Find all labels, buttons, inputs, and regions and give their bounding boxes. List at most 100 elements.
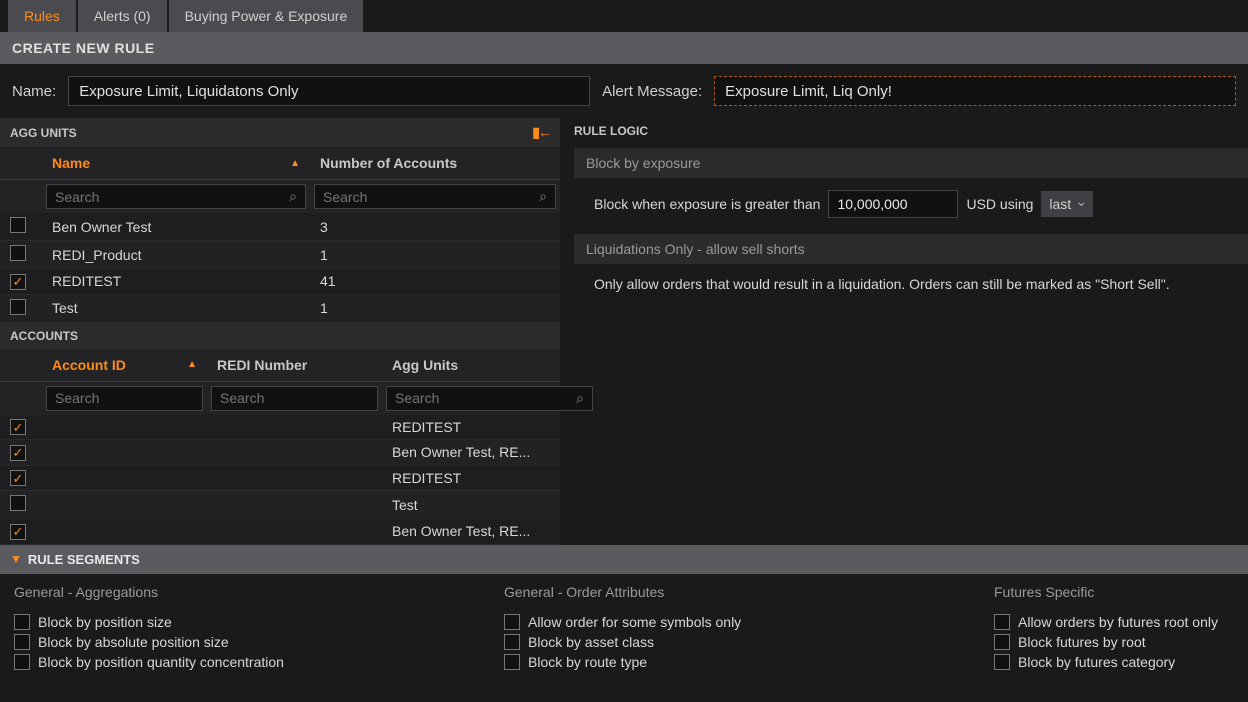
- block-by-exposure-body: Block when exposure is greater than USD …: [574, 178, 1248, 230]
- agg-num-cell: 41: [310, 269, 560, 293]
- agg-name-cell: Ben Owner Test: [42, 215, 310, 239]
- exposure-text-after: USD using: [966, 196, 1033, 212]
- acc-col-agg[interactable]: Agg Units: [382, 349, 560, 381]
- agg-name-search[interactable]: ⌕: [46, 184, 306, 209]
- segment-checkbox[interactable]: [504, 614, 520, 630]
- rule-name-row: Name: Alert Message:: [0, 64, 1248, 118]
- table-row[interactable]: Ben Owner Test3: [0, 213, 560, 241]
- acc-redi-search-input[interactable]: [220, 390, 401, 406]
- row-checkbox[interactable]: [10, 495, 26, 511]
- agg-units-body: Ben Owner Test3REDI_Product1REDITEST41Te…: [0, 213, 560, 323]
- segment-item[interactable]: Block futures by root: [994, 634, 1218, 650]
- table-row[interactable]: REDITEST41: [0, 269, 560, 295]
- collapse-icon[interactable]: ▮←: [532, 124, 550, 141]
- segment-title: General - Aggregations: [14, 584, 464, 600]
- segment-item[interactable]: Block by route type: [504, 654, 954, 670]
- table-row[interactable]: REDITEST: [0, 466, 560, 492]
- segment-item[interactable]: Block by position size: [14, 614, 464, 630]
- agg-name-cell: REDITEST: [42, 269, 310, 293]
- segment-column: Futures Specific Allow orders by futures …: [994, 584, 1218, 670]
- acc-redi-cell: [207, 474, 382, 482]
- segment-checkbox[interactable]: [994, 634, 1010, 650]
- rule-name-input[interactable]: [68, 76, 590, 106]
- search-icon: ⌕: [539, 188, 547, 205]
- agg-units-title: AGG UNITS: [10, 126, 77, 140]
- accounts-grid-header: Account ID▲ REDI Number Agg Units: [0, 349, 560, 382]
- acc-redi-cell: [207, 527, 382, 535]
- agg-num-cell: 1: [310, 296, 560, 320]
- acc-agg-search-input[interactable]: [395, 390, 576, 406]
- table-row[interactable]: Test1: [0, 295, 560, 323]
- segment-checkbox[interactable]: [504, 654, 520, 670]
- segment-checkbox[interactable]: [14, 614, 30, 630]
- segment-checkbox[interactable]: [14, 634, 30, 650]
- segment-checkbox[interactable]: [14, 654, 30, 670]
- rule-segments-body: General - Aggregations Block by position …: [0, 574, 1248, 680]
- acc-col-redi[interactable]: REDI Number: [207, 349, 382, 381]
- search-icon: ⌕: [289, 188, 297, 205]
- block-by-exposure-header: Block by exposure: [574, 148, 1248, 178]
- row-checkbox[interactable]: [10, 245, 26, 261]
- agg-num-cell: 1: [310, 243, 560, 267]
- row-checkbox[interactable]: [10, 274, 26, 290]
- row-checkbox[interactable]: [10, 299, 26, 315]
- segment-item[interactable]: Allow orders by futures root only: [994, 614, 1218, 630]
- exposure-text-before: Block when exposure is greater than: [594, 196, 820, 212]
- row-checkbox[interactable]: [10, 470, 26, 486]
- segment-checkbox[interactable]: [504, 634, 520, 650]
- rule-segments-header[interactable]: ▼ RULE SEGMENTS: [0, 545, 1248, 574]
- acc-id-search-input[interactable]: [55, 390, 236, 406]
- tab-alerts[interactable]: Alerts (0): [78, 0, 167, 32]
- accounts-title: ACCOUNTS: [10, 329, 78, 343]
- acc-agg-cell: Test: [382, 493, 560, 517]
- agg-name-cell: Test: [42, 296, 310, 320]
- accounts-search-row: ⌕ ⌕ ⌕: [0, 382, 560, 415]
- exposure-using-select[interactable]: last: [1041, 191, 1093, 217]
- agg-col-number[interactable]: Number of Accounts: [310, 147, 560, 179]
- segment-item[interactable]: Block by position quantity concentration: [14, 654, 464, 670]
- table-row[interactable]: Test: [0, 491, 560, 519]
- acc-id-search[interactable]: ⌕: [46, 386, 203, 411]
- tab-rules[interactable]: Rules: [8, 0, 76, 32]
- rule-segments-title: RULE SEGMENTS: [28, 552, 140, 567]
- agg-units-grid-header: Name▲ Number of Accounts: [0, 147, 560, 180]
- row-checkbox[interactable]: [10, 419, 26, 435]
- segment-item-label: Block by futures category: [1018, 654, 1175, 670]
- acc-id-cell: [42, 448, 207, 456]
- row-checkbox[interactable]: [10, 217, 26, 233]
- segment-item[interactable]: Block by asset class: [504, 634, 954, 650]
- table-row[interactable]: Ben Owner Test, RE...: [0, 440, 560, 466]
- table-row[interactable]: REDITEST: [0, 415, 560, 441]
- agg-col-name[interactable]: Name▲: [42, 147, 310, 179]
- alert-message-input[interactable]: [714, 76, 1236, 106]
- acc-redi-search[interactable]: ⌕: [211, 386, 378, 411]
- segment-item-label: Block by asset class: [528, 634, 654, 650]
- accounts-body: REDITESTBen Owner Test, RE...REDITESTTes…: [0, 415, 560, 545]
- segment-item-label: Allow order for some symbols only: [528, 614, 741, 630]
- agg-num-search-input[interactable]: [323, 189, 539, 205]
- segment-item[interactable]: Block by absolute position size: [14, 634, 464, 650]
- acc-col-id[interactable]: Account ID▲: [42, 349, 207, 381]
- segment-item-label: Block by absolute position size: [38, 634, 229, 650]
- create-rule-header: CREATE NEW RULE: [0, 32, 1248, 64]
- tab-buying-power[interactable]: Buying Power & Exposure: [169, 0, 364, 32]
- row-checkbox[interactable]: [10, 524, 26, 540]
- chevron-down-icon: ▼: [10, 552, 22, 566]
- segment-item[interactable]: Block by futures category: [994, 654, 1218, 670]
- table-row[interactable]: REDI_Product1: [0, 241, 560, 269]
- acc-id-cell: [42, 423, 207, 431]
- segment-title: Futures Specific: [994, 584, 1218, 600]
- agg-name-search-input[interactable]: [55, 189, 289, 205]
- segment-item-label: Block by position quantity concentration: [38, 654, 284, 670]
- segment-item[interactable]: Allow order for some symbols only: [504, 614, 954, 630]
- row-checkbox[interactable]: [10, 445, 26, 461]
- segment-checkbox[interactable]: [994, 654, 1010, 670]
- table-row[interactable]: Ben Owner Test, RE...: [0, 519, 560, 545]
- segment-column: General - Aggregations Block by position …: [14, 584, 464, 670]
- agg-num-search[interactable]: ⌕: [314, 184, 556, 209]
- acc-redi-cell: [207, 423, 382, 431]
- acc-agg-cell: REDITEST: [382, 466, 560, 490]
- acc-redi-cell: [207, 501, 382, 509]
- exposure-value-input[interactable]: [828, 190, 958, 218]
- segment-checkbox[interactable]: [994, 614, 1010, 630]
